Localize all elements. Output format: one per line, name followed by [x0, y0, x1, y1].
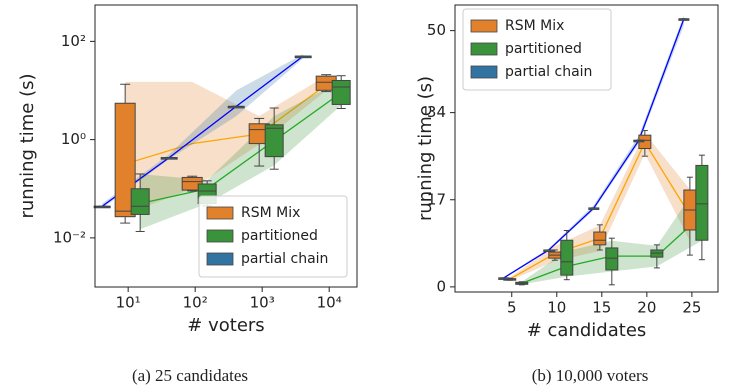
legend-label: partial chain: [505, 64, 592, 80]
legend-box: [462, 8, 612, 91]
box: [130, 188, 150, 215]
box: [560, 239, 574, 276]
x-tick-label: 15: [592, 299, 611, 317]
box: [605, 247, 619, 271]
y-tick-label: 50: [427, 21, 446, 39]
legend-label: RSM Mix: [505, 18, 564, 34]
band: [509, 133, 690, 281]
legend-label: partitioned: [505, 41, 582, 57]
x-axis-label: # voters: [187, 315, 264, 336]
box: [331, 79, 351, 105]
legend-swatch: [470, 65, 498, 79]
y-tick-label: 10⁰: [61, 130, 86, 148]
legend-label: RSM Mix: [241, 205, 300, 221]
box: [650, 249, 664, 258]
x-tick-label: 10³: [250, 294, 275, 312]
x-tick-label: 20: [637, 299, 656, 317]
y-axis-label: running time (s): [415, 76, 436, 221]
mean-line: [140, 92, 342, 205]
legend-swatch: [206, 252, 234, 266]
legend: RSM Mix partitioned partial chain: [198, 195, 348, 278]
box: [114, 102, 136, 218]
plot-frame: [94, 4, 358, 288]
y-tick-label: 10⁻²: [53, 228, 86, 246]
x-tick-label: 10⁴: [317, 294, 342, 312]
y-tick-label: 34: [427, 103, 446, 121]
x-tick-label: 10¹: [116, 294, 141, 312]
legend-swatch: [206, 206, 234, 220]
x-tick-label: 10: [547, 299, 566, 317]
box: [593, 231, 607, 246]
x-tick-label: 10²: [183, 294, 208, 312]
legend-swatch: [470, 19, 498, 33]
x-tick-label: 5: [507, 299, 517, 317]
y-tick-label: 17: [427, 190, 446, 208]
y-axis-label: running time (s): [17, 74, 38, 219]
caption: (b) 10,000 voters: [532, 366, 649, 385]
legend: RSM Mix partitioned partial chain: [462, 8, 612, 91]
box: [695, 164, 709, 241]
legend-swatch: [206, 229, 234, 243]
legend-box: [198, 195, 348, 278]
box: [264, 124, 284, 158]
mean-line: [124, 84, 327, 165]
y-tick-label: 10²: [61, 32, 86, 50]
legend-label: partitioned: [241, 228, 318, 244]
legend-swatch: [470, 42, 498, 56]
legend-label: partial chain: [241, 251, 328, 267]
band: [125, 75, 327, 215]
x-axis-label: # candidates: [527, 320, 647, 341]
plot-frame: [454, 4, 719, 293]
x-tick-label: 25: [682, 299, 701, 317]
y-tick-label: 0: [436, 277, 446, 295]
mean-line: [101, 55, 304, 207]
caption: (a) 25 candidates: [132, 366, 248, 385]
